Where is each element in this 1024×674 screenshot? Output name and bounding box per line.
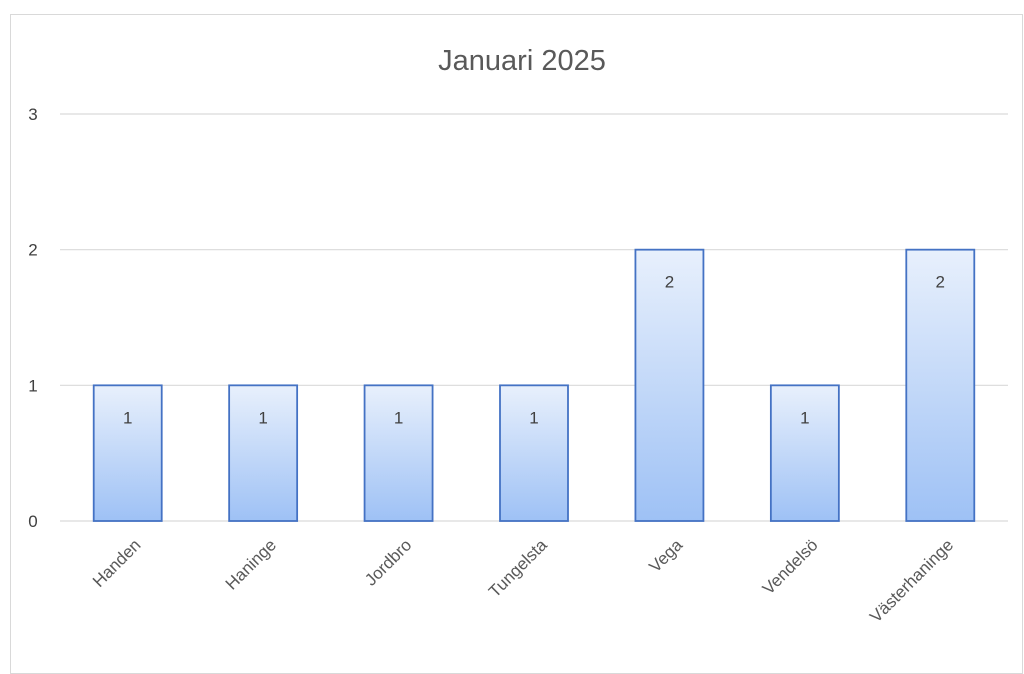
data-label: 2 xyxy=(936,273,945,292)
chart-frame xyxy=(10,14,1023,674)
data-label: 1 xyxy=(800,408,809,427)
bar-haninge xyxy=(228,384,299,522)
x-tick-label: Västerhaninge xyxy=(866,535,957,626)
bar-jordbro xyxy=(363,384,434,522)
data-label: 2 xyxy=(665,273,674,292)
x-tick-label: Handen xyxy=(89,535,145,591)
x-tick-label: Vega xyxy=(645,535,686,576)
y-tick-label: 3 xyxy=(28,105,37,124)
bar-västerhaninge xyxy=(905,248,976,522)
y-tick-label: 0 xyxy=(28,512,37,531)
data-label: 1 xyxy=(258,408,267,427)
x-tick-label: Tungelsta xyxy=(485,535,551,601)
data-label: 1 xyxy=(529,408,538,427)
chart-title: Januari 2025 xyxy=(438,45,606,77)
x-tick-label: Haninge xyxy=(222,535,280,593)
bar-vega xyxy=(634,248,705,522)
data-label: 1 xyxy=(394,408,403,427)
data-label: 1 xyxy=(123,408,132,427)
x-tick-label: Vendelsö xyxy=(759,535,822,598)
x-tick-label: Jordbro xyxy=(361,535,415,589)
y-tick-label: 2 xyxy=(28,241,37,260)
bar-vendelsö xyxy=(769,384,840,522)
bar-tungelsta xyxy=(499,384,569,522)
y-tick-label: 1 xyxy=(28,376,37,395)
bar-handen xyxy=(92,384,163,522)
